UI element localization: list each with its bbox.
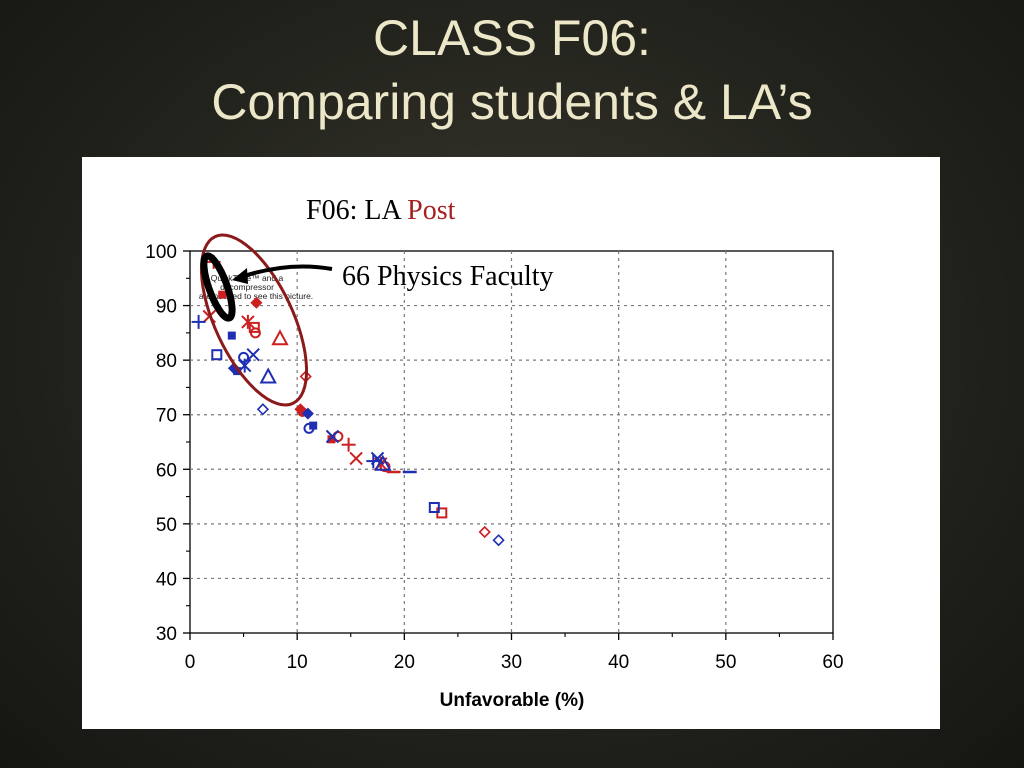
data-point — [246, 347, 260, 362]
chart-title-prefix: F06: LA — [306, 195, 407, 226]
y-tick-label: 30 — [156, 624, 177, 645]
arrow-head-icon — [232, 268, 248, 284]
y-tick-label: 40 — [156, 569, 177, 590]
y-tick-label: 100 — [145, 242, 177, 263]
data-point — [227, 331, 236, 340]
placeholder-line-2: decompressor — [220, 282, 274, 292]
x-tick-label: 60 — [822, 652, 843, 673]
y-tick-label: 90 — [156, 297, 177, 318]
data-point — [250, 296, 263, 309]
axis-ticks: 0 10 20 30 40 50 60 30 40 50 60 70 80 90 100 — [145, 242, 843, 673]
x-tick-label: 30 — [501, 652, 522, 673]
data-point — [341, 437, 356, 452]
data-point — [238, 351, 250, 363]
faculty-highlight-oval — [200, 252, 236, 322]
data-point — [259, 367, 277, 384]
slide-title-line-2: Comparing students & LA’s — [211, 74, 813, 130]
chart-panel: F06: LA Post 0 10 20 30 40 50 60 30 40 50 60 70 80 90… — [82, 157, 940, 729]
data-point — [327, 435, 336, 444]
data-point — [325, 429, 340, 444]
data-point — [249, 327, 261, 339]
data-point — [492, 534, 505, 547]
data-points — [191, 254, 505, 547]
x-tick-label: 0 — [185, 652, 196, 673]
slide-title: CLASS F06: Comparing students & LA’s — [0, 6, 1024, 134]
y-tick-label: 50 — [156, 515, 177, 536]
data-point — [301, 407, 314, 420]
y-tick-label: 60 — [156, 460, 177, 481]
data-point — [374, 454, 392, 471]
data-point — [303, 422, 315, 434]
x-tick-label: 20 — [394, 652, 415, 673]
x-tick-label: 40 — [608, 652, 629, 673]
data-point — [271, 329, 289, 346]
y-tick-label: 70 — [156, 406, 177, 427]
placeholder-line-3: are needed to see this picture. — [199, 291, 313, 301]
data-point — [370, 451, 385, 466]
data-point — [248, 321, 260, 333]
scatter-chart: F06: LA Post 0 10 20 30 40 50 60 30 40 50 60 70 80 90… — [145, 195, 843, 711]
data-point — [478, 525, 491, 539]
data-point — [366, 454, 381, 469]
slide-title-line-1: CLASS F06: — [373, 10, 651, 66]
faculty-annotation: 66 Physics Faculty — [342, 261, 554, 292]
data-point — [428, 502, 440, 513]
cluster-ellipse — [199, 233, 309, 407]
chart-title: F06: LA Post — [306, 195, 456, 226]
chart-title-highlight: Post — [407, 195, 455, 226]
data-point — [241, 314, 255, 329]
annotation-arrow — [237, 264, 333, 280]
data-point — [349, 451, 363, 466]
x-tick-label: 10 — [287, 652, 308, 673]
grid-lines — [190, 251, 833, 633]
data-point — [218, 290, 227, 299]
x-axis-label: Unfavorable (%) — [440, 690, 585, 711]
data-point — [256, 403, 270, 416]
y-tick-label: 80 — [156, 351, 177, 372]
data-point — [191, 314, 206, 329]
x-tick-label: 50 — [715, 652, 736, 673]
data-point — [211, 349, 223, 361]
